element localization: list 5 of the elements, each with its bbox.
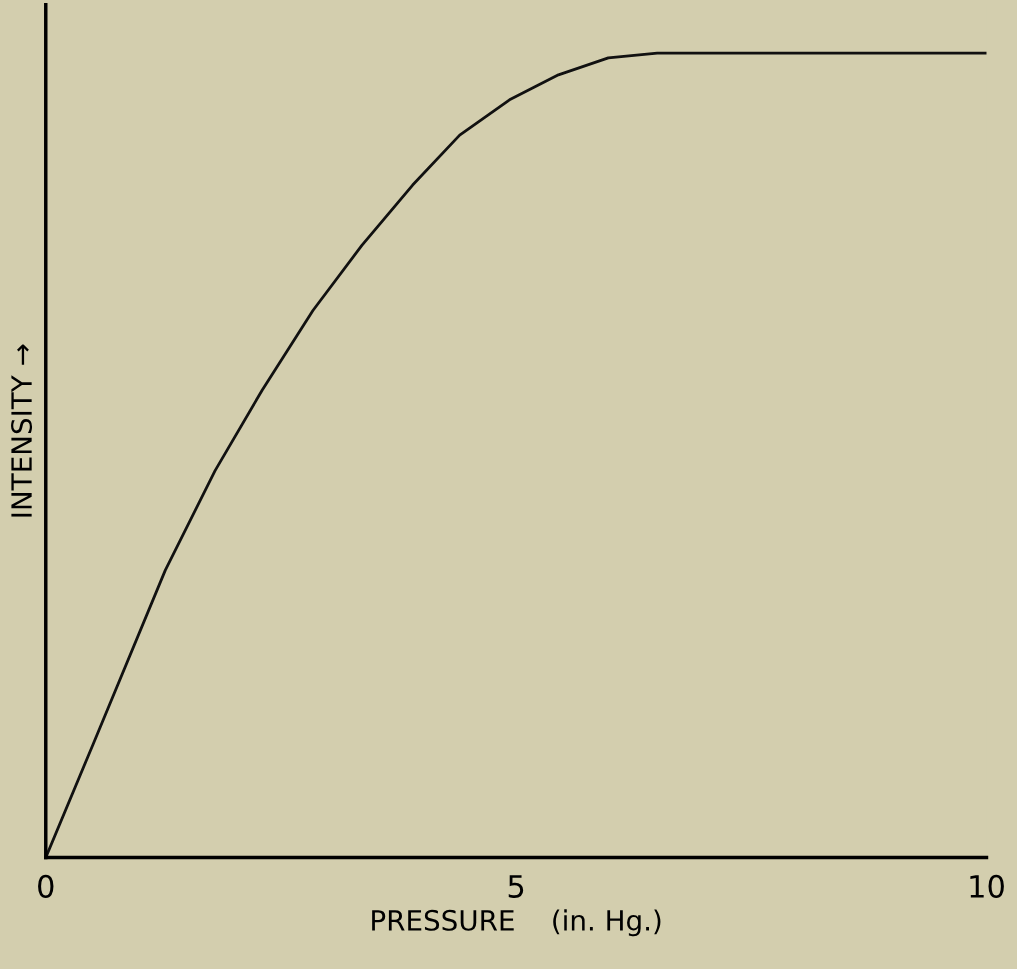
y-axis-title: INTENSITY →: [11, 344, 33, 517]
x-tick-label: 5: [508, 875, 524, 898]
x-tick-label: 0: [38, 874, 54, 898]
x-axis-title: PRESSURE (in. Hg.): [372, 909, 661, 937]
x-tick-label: 10: [970, 874, 1004, 898]
